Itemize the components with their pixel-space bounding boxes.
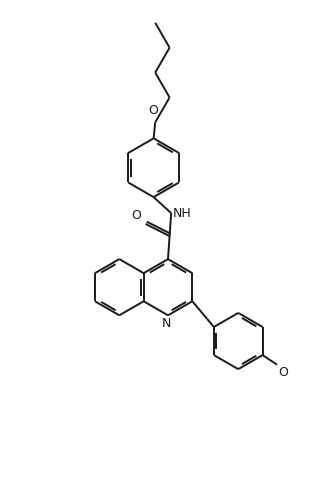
Text: O: O xyxy=(279,366,288,379)
Text: NH: NH xyxy=(173,207,192,219)
Text: O: O xyxy=(131,210,141,222)
Text: N: N xyxy=(162,317,171,330)
Text: O: O xyxy=(149,104,158,117)
